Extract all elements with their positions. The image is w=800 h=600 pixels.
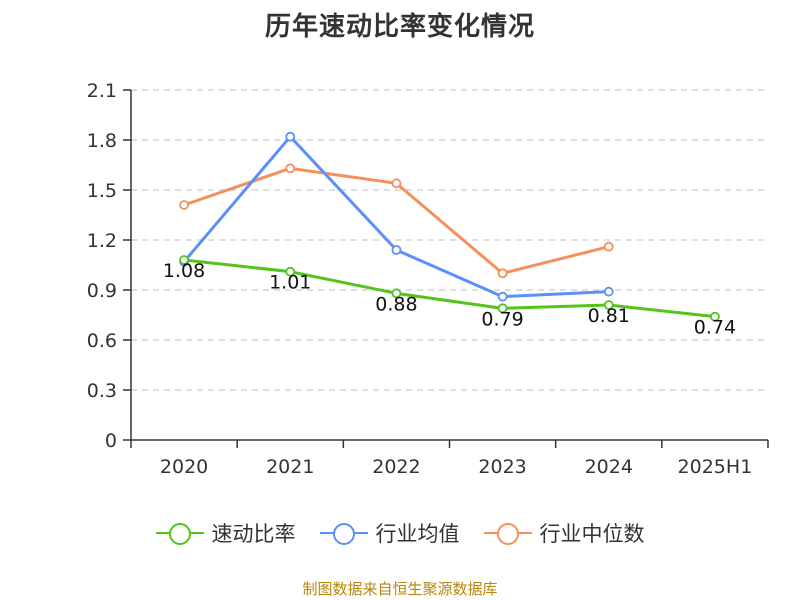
y-tick-label: 0.3 [87,380,117,402]
data-label: 0.88 [375,293,417,315]
x-tick-label: 2021 [266,456,314,478]
data-point-quick-ratio[interactable] [497,303,508,314]
data-point-industry-median[interactable] [179,200,189,210]
legend-item-industry-mean[interactable]: 行业均值 [319,518,460,548]
data-point-industry-median[interactable] [391,178,402,189]
y-tick-label: 0.9 [87,280,117,302]
y-tick-label: 0 [105,430,117,452]
data-label: 0.81 [588,305,630,327]
chart-title: 历年速动比率变化情况 [264,12,535,42]
x-tick-label: 2022 [372,456,420,478]
y-tick-label: 1.2 [87,230,117,252]
x-tick-label: 2020 [160,456,208,478]
data-point-quick-ratio[interactable] [179,255,189,265]
data-point-industry-median[interactable] [603,241,614,252]
y-tick-label: 0.6 [87,330,117,352]
x-tick-label: 2024 [585,456,633,478]
data-label: 0.74 [694,317,736,339]
y-tick-label: 2.1 [87,80,117,102]
data-labels: 1.08 1.01 0.88 0.79 0.81 0.74 [163,260,736,339]
x-tick-label: 2025H1 [678,456,753,478]
legend-label-quick-ratio: 速动比率 [211,522,296,546]
data-label: 0.79 [481,308,523,330]
data-point-industry-mean[interactable] [603,286,614,297]
x-tick-label: 2023 [478,456,526,478]
data-point-industry-mean[interactable] [391,245,402,255]
legend-label-industry-mean: 行业均值 [375,522,460,546]
legend-item-quick-ratio[interactable]: 速动比率 [155,518,296,548]
x-ticks: 2020 2021 2022 2023 2024 2025H1 [130,440,769,478]
legend-swatch-quick-ratio [155,521,204,545]
data-label: 1.01 [269,272,311,294]
data-point-quick-ratio[interactable] [603,300,614,310]
legend-item-industry-median[interactable]: 行业中位数 [483,518,645,548]
data-point-industry-median[interactable] [285,163,296,174]
legend: 速动比率 行业均值 行业中位数 [0,518,800,548]
legend-label-industry-median: 行业中位数 [539,522,645,546]
data-point-industry-mean[interactable] [497,291,508,302]
data-point-industry-median[interactable] [497,268,508,279]
series-line-quick-ratio [182,258,717,319]
data-point-quick-ratio[interactable] [391,288,402,299]
data-label: 1.08 [163,260,205,282]
y-tick-label: 1.5 [87,180,117,202]
y-ticks: 0 0.3 0.6 0.9 1.2 1.5 1.8 2.1 [87,80,131,452]
grid-lines [131,89,768,391]
y-tick-label: 1.8 [87,130,117,152]
series-line-industry-mean [182,135,611,299]
data-point-industry-mean[interactable] [285,131,296,142]
data-point-quick-ratio[interactable] [710,311,720,322]
legend-swatch-industry-mean [319,521,368,545]
series-lines [179,131,720,322]
data-point-quick-ratio[interactable] [285,266,296,277]
legend-swatch-industry-median [483,521,532,545]
source-note: 制图数据来自恒生聚源数据库 [302,580,498,598]
